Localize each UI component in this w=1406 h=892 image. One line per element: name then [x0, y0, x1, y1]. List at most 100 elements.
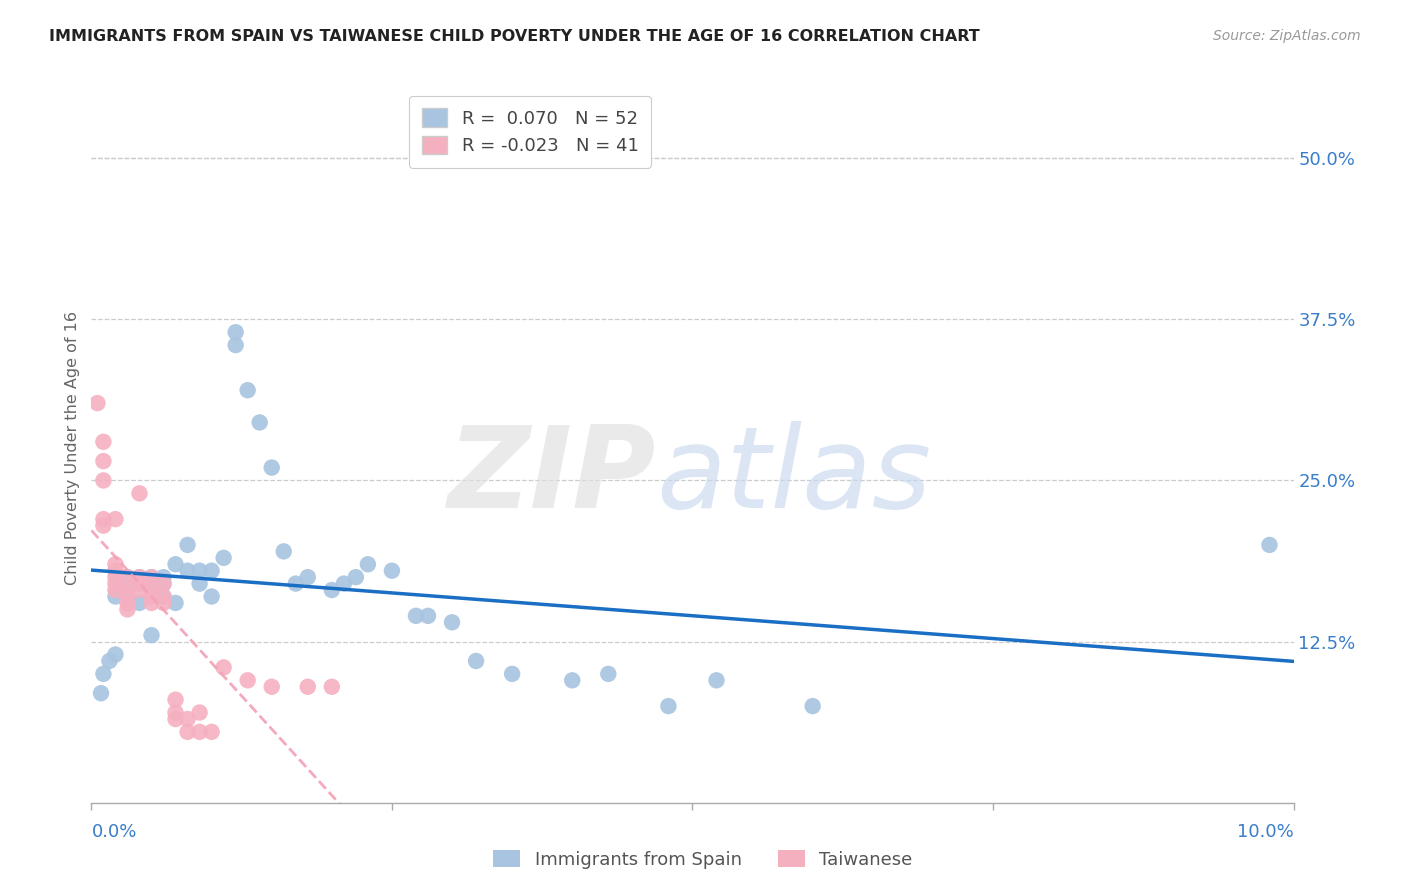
- Text: 10.0%: 10.0%: [1237, 822, 1294, 840]
- Point: [128, 570, 150, 584]
- Point: [236, 383, 259, 397]
- Point: [225, 325, 247, 339]
- Point: [104, 570, 127, 584]
- Text: 0.0%: 0.0%: [91, 822, 136, 840]
- Point: [165, 706, 187, 720]
- Point: [201, 564, 224, 578]
- Point: [333, 576, 356, 591]
- Point: [117, 570, 139, 584]
- Point: [440, 615, 463, 630]
- Point: [86, 396, 108, 410]
- Point: [141, 570, 163, 584]
- Point: [104, 564, 127, 578]
- Point: [93, 474, 115, 488]
- Point: [141, 570, 163, 584]
- Point: [117, 570, 139, 584]
- Point: [381, 564, 404, 578]
- Text: atlas: atlas: [657, 421, 932, 533]
- Point: [152, 576, 174, 591]
- Point: [201, 590, 224, 604]
- Point: [104, 512, 127, 526]
- Point: [93, 666, 115, 681]
- Point: [152, 590, 174, 604]
- Point: [117, 583, 139, 598]
- Text: IMMIGRANTS FROM SPAIN VS TAIWANESE CHILD POVERTY UNDER THE AGE OF 16 CORRELATION: IMMIGRANTS FROM SPAIN VS TAIWANESE CHILD…: [49, 29, 980, 44]
- Point: [501, 666, 523, 681]
- Point: [104, 583, 127, 598]
- Point: [344, 570, 367, 584]
- Point: [188, 706, 211, 720]
- Point: [128, 570, 150, 584]
- Point: [801, 699, 824, 714]
- Point: [273, 544, 295, 558]
- Point: [249, 416, 271, 430]
- Point: [165, 596, 187, 610]
- Point: [141, 590, 163, 604]
- Point: [321, 583, 343, 598]
- Point: [152, 576, 174, 591]
- Point: [212, 550, 235, 565]
- Point: [225, 338, 247, 352]
- Point: [165, 692, 187, 706]
- Point: [117, 596, 139, 610]
- Legend: Immigrants from Spain, Taiwanese: Immigrants from Spain, Taiwanese: [486, 843, 920, 876]
- Point: [90, 686, 112, 700]
- Point: [98, 654, 121, 668]
- Point: [188, 576, 211, 591]
- Text: ZIP: ZIP: [449, 421, 657, 533]
- Point: [416, 608, 439, 623]
- Point: [165, 558, 187, 572]
- Point: [188, 724, 211, 739]
- Point: [176, 538, 198, 552]
- Point: [260, 460, 283, 475]
- Point: [128, 486, 150, 500]
- Point: [212, 660, 235, 674]
- Point: [104, 576, 127, 591]
- Point: [141, 628, 163, 642]
- Point: [93, 518, 115, 533]
- Point: [321, 680, 343, 694]
- Point: [152, 590, 174, 604]
- Point: [465, 654, 488, 668]
- Point: [188, 564, 211, 578]
- Point: [297, 680, 319, 694]
- Point: [405, 608, 427, 623]
- Point: [128, 583, 150, 598]
- Point: [141, 596, 163, 610]
- Point: [176, 724, 198, 739]
- Point: [284, 576, 307, 591]
- Point: [117, 602, 139, 616]
- Point: [104, 590, 127, 604]
- Point: [104, 648, 127, 662]
- Point: [141, 590, 163, 604]
- Point: [117, 590, 139, 604]
- Point: [1258, 538, 1281, 552]
- Point: [117, 583, 139, 598]
- Point: [598, 666, 620, 681]
- Point: [176, 712, 198, 726]
- Point: [93, 512, 115, 526]
- Point: [260, 680, 283, 694]
- Point: [297, 570, 319, 584]
- Point: [93, 434, 115, 449]
- Point: [141, 583, 163, 598]
- Point: [110, 570, 132, 584]
- Point: [152, 570, 174, 584]
- Point: [128, 596, 150, 610]
- Y-axis label: Child Poverty Under the Age of 16: Child Poverty Under the Age of 16: [65, 311, 80, 585]
- Point: [357, 558, 380, 572]
- Point: [141, 583, 163, 598]
- Point: [165, 712, 187, 726]
- Point: [104, 558, 127, 572]
- Point: [152, 596, 174, 610]
- Point: [128, 576, 150, 591]
- Legend: R =  0.070   N = 52, R = -0.023   N = 41: R = 0.070 N = 52, R = -0.023 N = 41: [409, 95, 651, 168]
- Point: [176, 564, 198, 578]
- Point: [128, 576, 150, 591]
- Point: [561, 673, 583, 688]
- Text: Source: ZipAtlas.com: Source: ZipAtlas.com: [1213, 29, 1361, 43]
- Point: [117, 590, 139, 604]
- Point: [201, 724, 224, 739]
- Point: [657, 699, 679, 714]
- Point: [706, 673, 728, 688]
